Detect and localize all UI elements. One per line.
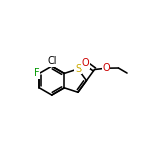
Text: S: S <box>75 64 81 74</box>
Text: O: O <box>82 58 90 68</box>
Text: Cl: Cl <box>47 56 57 66</box>
Text: F: F <box>34 68 39 78</box>
Text: O: O <box>102 63 110 73</box>
